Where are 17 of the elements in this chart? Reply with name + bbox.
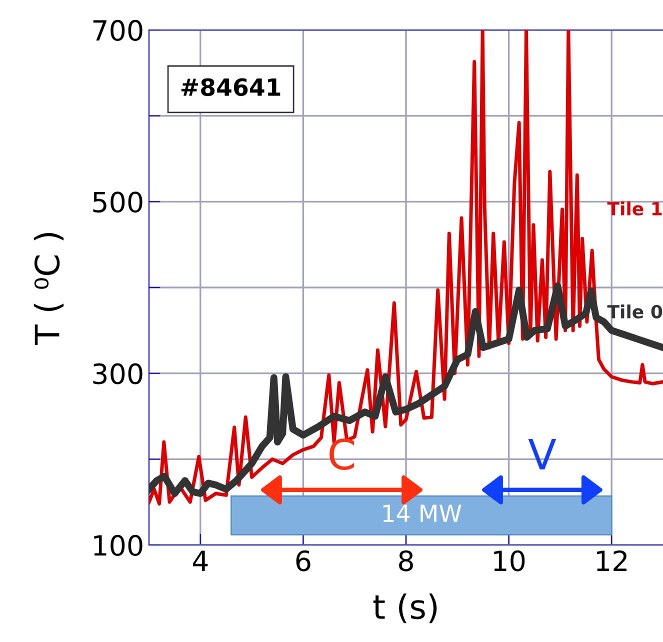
y-axis-title: T ( ⁰C ): [34, 232, 64, 345]
annotation: #84641: [181, 78, 280, 96]
x-tick-label: 6: [296, 550, 310, 572]
y-tick-label: 500: [93, 192, 142, 213]
series-label: Tile 1: [607, 202, 662, 216]
x-tick-label: 10: [494, 550, 525, 572]
series-label: Tile 0: [607, 304, 662, 318]
x-tick-label: 4: [192, 550, 208, 571]
y-tick-label: 100: [94, 534, 142, 556]
x-tick-label: 12: [596, 550, 626, 571]
x-axis-title: t (s): [373, 593, 437, 624]
x-tick-label: 8: [399, 550, 413, 572]
band-label: 14 MW: [383, 504, 462, 522]
y-tick-label: 700: [93, 20, 142, 41]
annotation: V: [528, 439, 556, 470]
annotation: C: [330, 438, 354, 470]
y-tick-label: 300: [93, 363, 142, 384]
